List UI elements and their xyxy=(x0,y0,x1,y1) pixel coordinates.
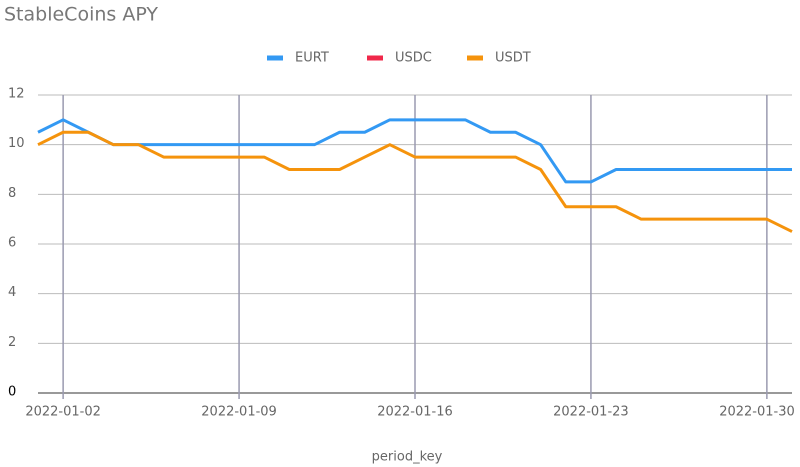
chart-title: StableCoins APY xyxy=(4,4,158,26)
x-axis-label: period_key xyxy=(372,450,443,465)
y-tick-label: 4 xyxy=(8,285,16,300)
legend-label: USDC xyxy=(395,51,432,66)
x-tick-label: 2022-01-23 xyxy=(553,405,629,420)
legend-label: EURT xyxy=(295,51,329,66)
x-tick-label: 2022-01-30 xyxy=(719,405,795,420)
legend-label: USDT xyxy=(495,51,531,66)
x-tick-label: 2022-01-02 xyxy=(25,405,101,420)
y-tick-label: 8 xyxy=(8,186,16,201)
x-tick-label: 2022-01-16 xyxy=(377,405,453,420)
y-tick-label: 12 xyxy=(8,87,25,102)
series-line xyxy=(37,118,792,184)
y-tick-label: 6 xyxy=(8,236,16,251)
y-tick-label: 0 xyxy=(8,385,16,400)
x-tick-label: 2022-01-09 xyxy=(201,405,277,420)
y-tick-label: 10 xyxy=(8,136,25,151)
series-line xyxy=(37,130,793,233)
y-tick-label: 2 xyxy=(8,335,16,350)
